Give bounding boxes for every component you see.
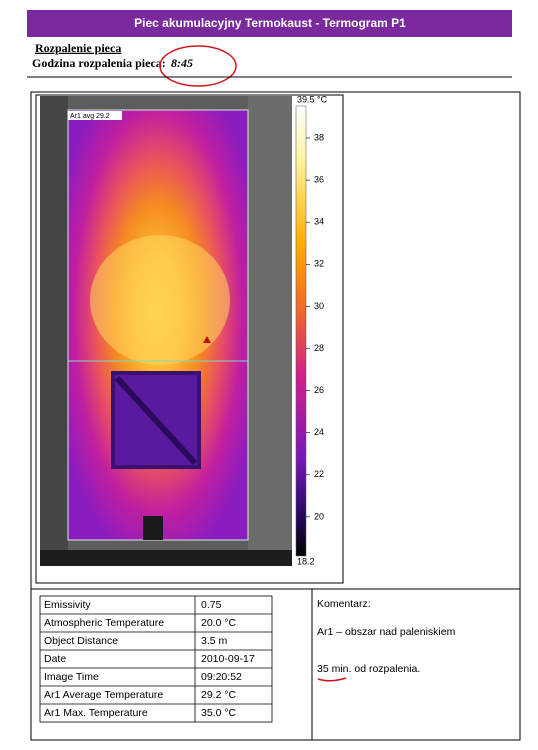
table-cell: Atmospheric Temperature: [44, 617, 164, 629]
color-scale: [295, 105, 307, 557]
header-bar: [27, 10, 512, 37]
scale-min: 18.2: [297, 556, 315, 566]
photo-background: [248, 96, 292, 566]
intro-heading: Rozpalenie pieca: [35, 41, 121, 55]
scale-tick-label: 28: [314, 343, 324, 353]
intro-label: Godzina rozpalenia pieca:: [32, 56, 166, 70]
table-cell: Ar1 Average Temperature: [44, 689, 163, 701]
vent: [143, 516, 163, 540]
scale-tick-label: 26: [314, 385, 324, 395]
area-label-box: [68, 111, 122, 120]
underline-mark: [317, 677, 347, 682]
comment-line: Ar1 – obszar nad paleniskiem: [317, 626, 456, 638]
photo-background: [40, 96, 68, 566]
table-border: [39, 595, 273, 723]
image-frame: [35, 94, 344, 584]
frame: [30, 91, 521, 741]
scale-tick-label: 32: [314, 259, 324, 269]
scale-tick-label: 34: [314, 217, 324, 227]
table-cell: 09:20:52: [201, 671, 242, 683]
info-table: Emissivity 0.75 Atmospheric Temperature 20.…: [39, 595, 273, 723]
hot-zone: [90, 235, 230, 365]
table-cell: Image Time: [44, 671, 99, 683]
scale-ticks: 38 36 34 32 30 28 26 24 22 20: [306, 132, 324, 521]
table-cell: 20.0 °C: [201, 617, 237, 629]
table-cell: 0.75: [201, 599, 222, 611]
highlight-circle: [159, 45, 237, 87]
comment-line: 35 min. od rozpalenia.: [317, 663, 420, 675]
intro-time: 8:45: [171, 56, 193, 70]
scale-max: 39.5 °C: [297, 94, 328, 104]
max-marker: [203, 336, 211, 343]
comment-heading: Komentarz:: [317, 598, 371, 610]
photo-background: [40, 550, 292, 566]
table-cell: Ar1 Max. Temperature: [44, 707, 148, 719]
scale-tick-label: 24: [314, 427, 324, 437]
scale-tick-label: 22: [314, 469, 324, 479]
thermogram: Ar1 avg 29.2 39.5 °C 18.2 38 36 34 32 30 28 26…: [40, 94, 328, 566]
table-cell: Date: [44, 653, 66, 665]
door-handle: [114, 375, 198, 466]
table-cell: 35.0 °C: [201, 707, 237, 719]
area-label: Ar1 avg 29.2: [70, 113, 110, 120]
table-cell: 3.5 m: [201, 635, 228, 647]
scale-tick-label: 30: [314, 301, 324, 311]
table-cell: Object Distance: [44, 635, 118, 647]
scale-tick-label: 38: [314, 132, 324, 142]
table-cell: Emissivity: [44, 599, 91, 611]
table-cell: 2010-09-17: [201, 653, 255, 665]
scale-tick-label: 36: [314, 174, 324, 184]
scale-tick-label: 20: [314, 511, 324, 521]
header-title: Piec akumulacyjny Termokaust - Termogram…: [134, 16, 406, 30]
table-cell: 29.2 °C: [201, 689, 237, 701]
